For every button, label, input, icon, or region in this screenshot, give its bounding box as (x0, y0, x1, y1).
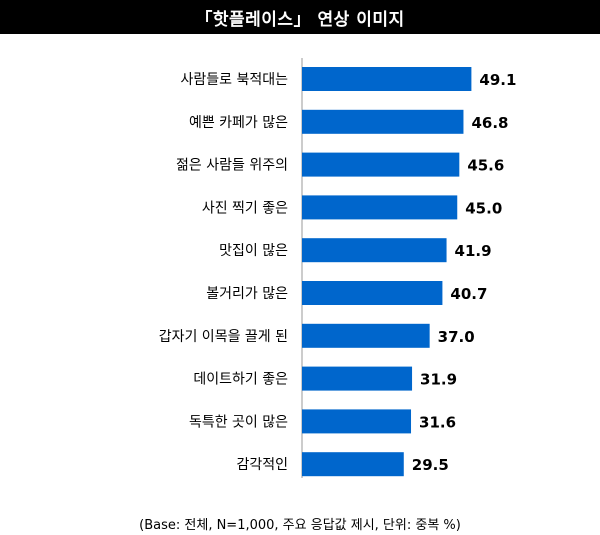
bar (302, 238, 447, 263)
value-label: 41.9 (455, 242, 492, 260)
category-label: 젊은 사람들 위주의 (176, 158, 288, 174)
bar (302, 67, 472, 91)
value-label: 31.6 (419, 413, 456, 431)
bar (302, 281, 443, 305)
bar (302, 409, 412, 434)
bar (302, 195, 458, 220)
bar (302, 452, 404, 477)
bar-chart: 사람들로 북적대는 49.1 예쁜 카페가 많은 46.8 젊은 사람들 위주의 45.6… (159, 58, 516, 478)
title-bar: 「핫플레이스」 연상 이미지 (0, 0, 600, 34)
bar (302, 109, 464, 134)
category-label: 볼거리가 많은 (206, 286, 288, 302)
bar (302, 366, 413, 391)
value-label: 46.8 (471, 114, 508, 132)
footnote: (Base: 전체, N=1,000, 주요 응답값 제시, 단위: 중복 %) (139, 518, 461, 533)
chart-title: 「핫플레이스」 연상 이미지 (195, 9, 405, 30)
category-label: 사람들로 북적대는 (181, 72, 289, 88)
value-label: 40.7 (450, 285, 487, 303)
category-label: 감각적인 (236, 457, 288, 473)
bar (302, 323, 430, 348)
value-label: 45.6 (467, 157, 504, 175)
bar (302, 152, 460, 177)
value-label: 37.0 (438, 328, 475, 346)
category-label: 예쁜 카페가 많은 (189, 115, 288, 131)
category-label: 데이트하기 좋은 (193, 372, 288, 388)
category-label: 맛집이 많은 (219, 243, 288, 259)
category-label: 독특한 곳이 많은 (189, 414, 288, 430)
category-label: 사진 찍기 좋은 (202, 200, 288, 216)
value-label: 45.0 (465, 199, 502, 217)
value-label: 29.5 (412, 456, 449, 474)
category-label: 갑자기 이목을 끌게 된 (159, 329, 288, 345)
value-label: 31.9 (420, 371, 457, 389)
value-label: 49.1 (479, 71, 516, 89)
